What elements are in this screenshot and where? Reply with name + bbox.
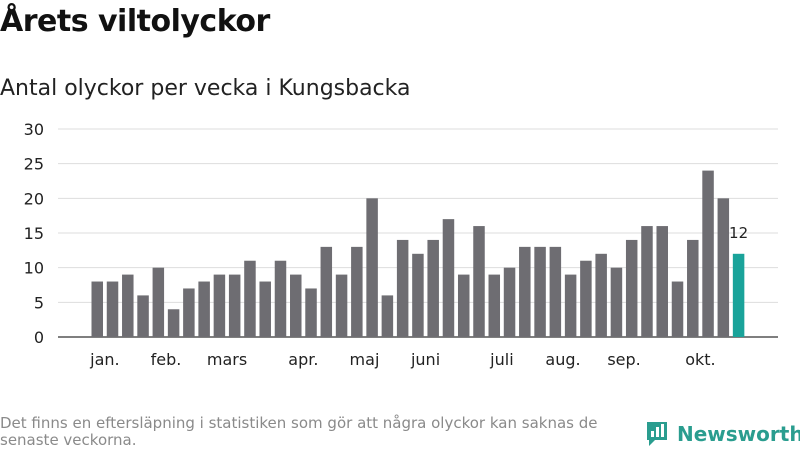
bar xyxy=(610,267,623,337)
bar xyxy=(320,246,333,337)
x-tick-label: jan. xyxy=(89,350,119,369)
y-tick-label: 25 xyxy=(24,155,44,174)
bar xyxy=(702,170,714,337)
x-tick-label: aug. xyxy=(545,350,580,369)
bar xyxy=(305,288,317,337)
brand-name: Newsworthy xyxy=(677,422,800,446)
bar xyxy=(122,274,134,337)
chart-title: Årets viltolyckor xyxy=(0,4,270,39)
x-axis: jan. feb. mars apr. maj juni juli aug. sep. okt. xyxy=(89,350,715,369)
bar xyxy=(442,219,455,337)
x-tick-label: juli xyxy=(489,350,513,369)
bar xyxy=(167,309,180,337)
chart-subtitle: Antal olyckor per vecka i Kungsbacka xyxy=(0,76,411,101)
y-axis: 0 5 10 15 20 25 30 xyxy=(24,120,44,347)
y-tick-label: 0 xyxy=(34,328,44,347)
y-tick-label: 5 xyxy=(34,293,44,312)
bar xyxy=(595,253,607,337)
bar xyxy=(290,274,302,337)
bar xyxy=(228,274,241,337)
bar xyxy=(549,246,562,337)
bar xyxy=(687,239,699,337)
bar xyxy=(457,274,470,337)
bar xyxy=(152,267,165,337)
bar xyxy=(488,274,501,337)
bar xyxy=(381,295,394,337)
bar xyxy=(396,239,409,337)
y-tick-label: 15 xyxy=(24,224,44,243)
y-tick-label: 20 xyxy=(24,189,44,208)
highlight-value-label: 12 xyxy=(729,224,748,242)
bar xyxy=(427,239,439,337)
y-tick-label: 30 xyxy=(24,120,44,139)
y-tick-label: 10 xyxy=(24,259,44,278)
bar xyxy=(625,239,638,337)
bar xyxy=(671,281,684,337)
bar xyxy=(213,274,226,337)
bar xyxy=(503,267,516,337)
brand-logo: Newsworthy xyxy=(645,420,800,448)
footnote: Det finns en eftersläpning i statistiken… xyxy=(0,414,598,449)
x-tick-label: juni xyxy=(410,350,440,369)
bar xyxy=(335,274,348,337)
bar xyxy=(641,226,653,337)
bar xyxy=(351,246,363,337)
bar xyxy=(137,295,149,337)
bar xyxy=(106,281,119,337)
bar xyxy=(534,246,546,337)
x-tick-label: apr. xyxy=(288,350,318,369)
x-tick-label: feb. xyxy=(151,350,182,369)
bar xyxy=(564,274,577,337)
bar xyxy=(519,246,531,337)
bar xyxy=(366,198,378,337)
x-tick-label: maj xyxy=(350,350,380,369)
highlighted-bar xyxy=(732,253,745,337)
bar-chart-logo-icon xyxy=(647,422,667,446)
bar xyxy=(259,281,271,337)
bar xyxy=(244,260,256,337)
data-labels: 12 xyxy=(729,224,748,242)
bar xyxy=(412,253,424,337)
bar xyxy=(198,281,210,337)
bars xyxy=(91,170,745,337)
bar xyxy=(717,198,730,337)
bar xyxy=(656,226,668,337)
x-tick-label: okt. xyxy=(685,350,715,369)
x-tick-label: mars xyxy=(207,350,247,369)
bar xyxy=(580,260,592,337)
bar xyxy=(91,281,103,337)
bar xyxy=(473,226,485,337)
x-tick-label: sep. xyxy=(607,350,640,369)
bar xyxy=(183,288,195,337)
bar xyxy=(274,260,287,337)
